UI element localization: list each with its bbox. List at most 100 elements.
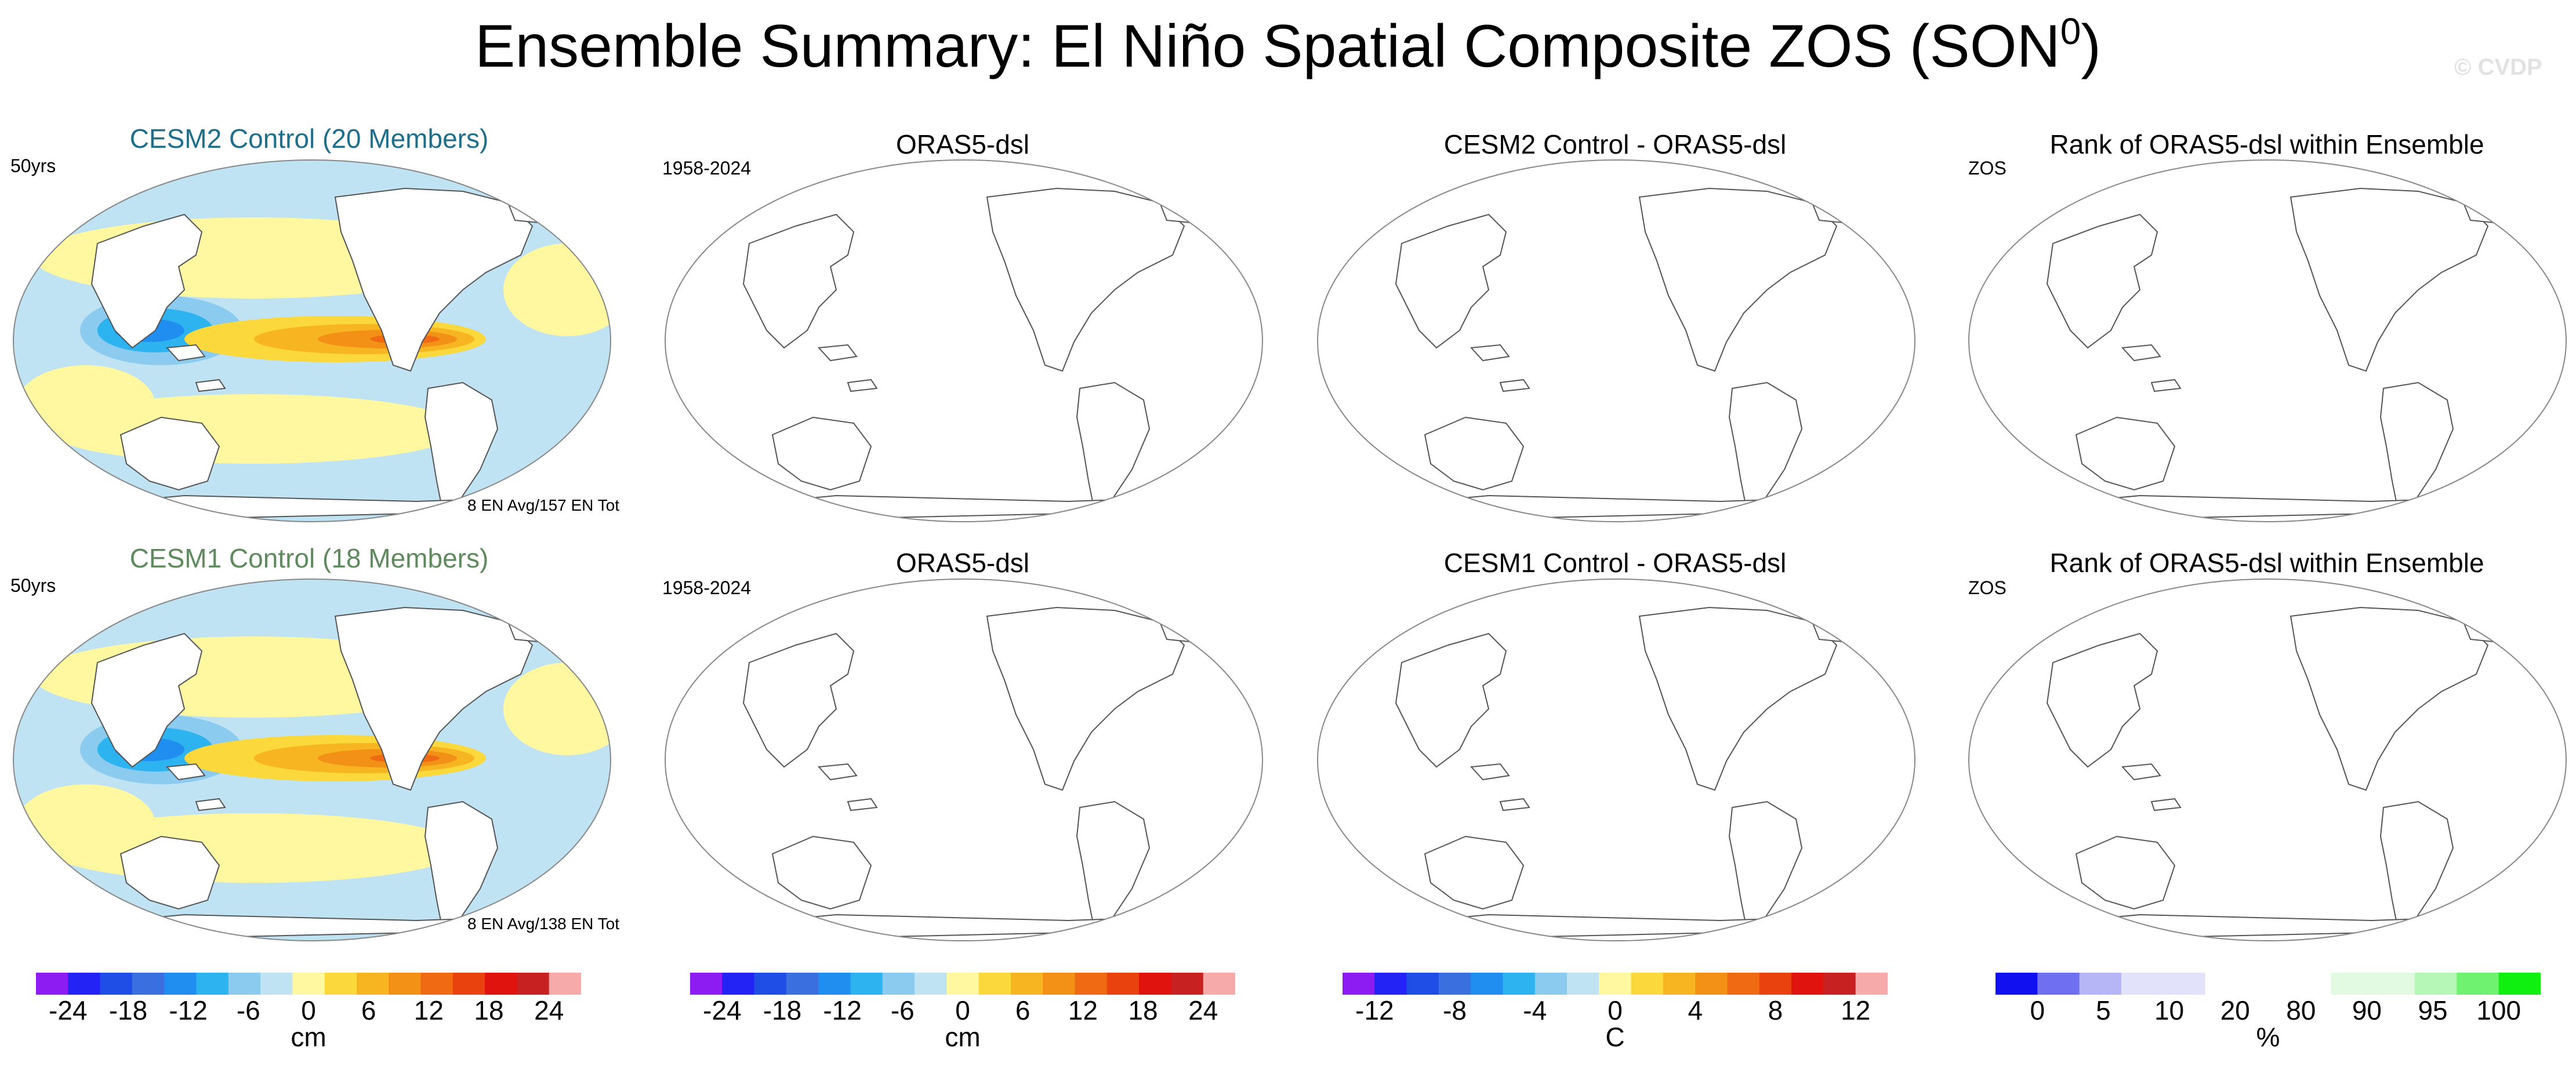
colorbar-swatch [1075, 973, 1108, 995]
colorbar-tick-label: 5 [2096, 995, 2111, 1025]
colorbar-tick-label: -12 [1355, 995, 1394, 1025]
colorbar [1996, 973, 2541, 995]
colorbar-swatch [1599, 973, 1632, 995]
colorbar-swatch [1695, 973, 1728, 995]
globe-map-outline [1968, 159, 2567, 522]
panel-title: Rank of ORAS5-dsl within Ensemble [2049, 129, 2484, 159]
colorbar-swatch [1343, 973, 1375, 995]
colorbar-swatch [2121, 973, 2164, 995]
panel-footer: 8 EN Avg/138 EN Tot [467, 915, 620, 933]
colorbar-swatch [2372, 973, 2415, 995]
panel-title: ORAS5-dsl [895, 548, 1030, 578]
colorbar-tick-label: 0 [2030, 995, 2045, 1025]
colorbar-swatch [196, 973, 229, 995]
colorbar-swatch [132, 973, 165, 995]
globe-map-outline [665, 579, 1263, 941]
colorbar-swatch [36, 973, 68, 995]
colorbar-tick-label: 6 [361, 995, 376, 1025]
panel-title: CESM1 Control - ORAS5-dsl [1443, 548, 1787, 578]
panel-left-label: 1958-2024 [662, 158, 752, 179]
colorbar-swatch [100, 973, 133, 995]
colorbar-swatch [68, 973, 101, 995]
colorbar-swatch [517, 973, 550, 995]
colorbar-tick-label: 18 [474, 995, 504, 1025]
globe-map-outline [1968, 579, 2567, 941]
colorbar-swatch [1438, 973, 1471, 995]
colorbar-swatch [1503, 973, 1536, 995]
colorbar-tick-label: 12 [1068, 995, 1098, 1025]
colorbar-tick-label: -18 [763, 995, 802, 1025]
colorbar-tick-label: 10 [2154, 995, 2185, 1025]
colorbar-swatch [2079, 973, 2122, 995]
colorbar-swatch [1855, 973, 1888, 995]
panel-title: Rank of ORAS5-dsl within Ensemble [2049, 548, 2484, 578]
colorbar-swatch [786, 973, 819, 995]
colorbar-swatch [915, 973, 947, 995]
colorbar-tick-label: 24 [1188, 995, 1218, 1025]
colorbar-swatch [1139, 973, 1171, 995]
colorbar-tick-label: 80 [2286, 995, 2316, 1025]
colorbar-unit-label: cm [291, 1022, 326, 1052]
colorbar-swatch [978, 973, 1011, 995]
panel-left-label: 1958-2024 [662, 577, 752, 598]
colorbar-swatch [2457, 973, 2499, 995]
colorbar-swatch [1171, 973, 1204, 995]
panel-left-label: ZOS [1968, 577, 2007, 598]
colorbar-swatch [2331, 973, 2374, 995]
colorbar-swatch [1631, 973, 1664, 995]
colorbar-tick-label: 6 [1015, 995, 1031, 1025]
colorbar-swatch [1406, 973, 1439, 995]
colorbar-unit-label: cm [945, 1022, 981, 1052]
colorbar-tick-label: 100 [2476, 995, 2521, 1025]
colorbar [1343, 973, 1888, 995]
colorbar-tick-label: -4 [1523, 995, 1547, 1025]
colorbar-swatch [164, 973, 197, 995]
panel-title: CESM2 Control - ORAS5-dsl [1443, 129, 1787, 159]
colorbar-unit-label: % [2256, 1022, 2280, 1052]
globe-map-filled [13, 579, 611, 941]
colorbar-tick-label: -6 [890, 995, 915, 1025]
colorbar-tick-label: 12 [413, 995, 444, 1025]
colorbar-swatch [549, 973, 581, 995]
colorbar-swatch [722, 973, 755, 995]
colorbar-tick-label: -12 [823, 995, 862, 1025]
colorbar-swatch [1996, 973, 2038, 995]
colorbar-swatch [850, 973, 883, 995]
colorbar-tick-label: 18 [1128, 995, 1158, 1025]
colorbar-swatch [1471, 973, 1503, 995]
globe-map-outline [1317, 579, 1915, 941]
colorbar-swatch [389, 973, 422, 995]
panel-title: CESM2 Control (20 Members) [129, 123, 489, 154]
panel-left-label: 50yrs [10, 575, 56, 596]
colorbar-swatch [946, 973, 979, 995]
colorbar-swatch [1534, 973, 1568, 995]
panel-title: CESM1 Control (18 Members) [129, 543, 489, 573]
colorbar-swatch [818, 973, 851, 995]
colorbar-unit-label: C [1605, 1022, 1625, 1052]
colorbar-swatch [2289, 973, 2331, 995]
colorbar-tick-label: 12 [1841, 995, 1871, 1025]
colorbar-swatch [1374, 973, 1407, 995]
colorbar-swatch [1823, 973, 1856, 995]
colorbar-tick-label: 4 [1688, 995, 1703, 1025]
colorbar-tick-label: 8 [1768, 995, 1783, 1025]
colorbar-swatch [1203, 973, 1235, 995]
colorbar-swatch [324, 973, 357, 995]
colorbar-tick-label: -12 [169, 995, 208, 1025]
colorbar-tick-label: 0 [1608, 995, 1623, 1025]
colorbar-swatch [1663, 973, 1696, 995]
colorbar [36, 973, 581, 995]
colorbar-tick-label: 0 [301, 995, 316, 1025]
globe-map-filled [13, 159, 611, 522]
figure-title: Ensemble Summary: El Niño Spatial Compos… [474, 10, 2102, 80]
colorbar-swatch [420, 973, 453, 995]
colorbar-tick-label: -24 [49, 995, 88, 1025]
colorbar-swatch [754, 973, 787, 995]
colorbar-swatch [260, 973, 293, 995]
colorbar-swatch [2163, 973, 2206, 995]
colorbar-swatch [2415, 973, 2457, 995]
colorbar-swatch [1043, 973, 1076, 995]
panel-left-label: 50yrs [10, 155, 56, 176]
colorbar-swatch [2498, 973, 2541, 995]
colorbar [690, 973, 1235, 995]
